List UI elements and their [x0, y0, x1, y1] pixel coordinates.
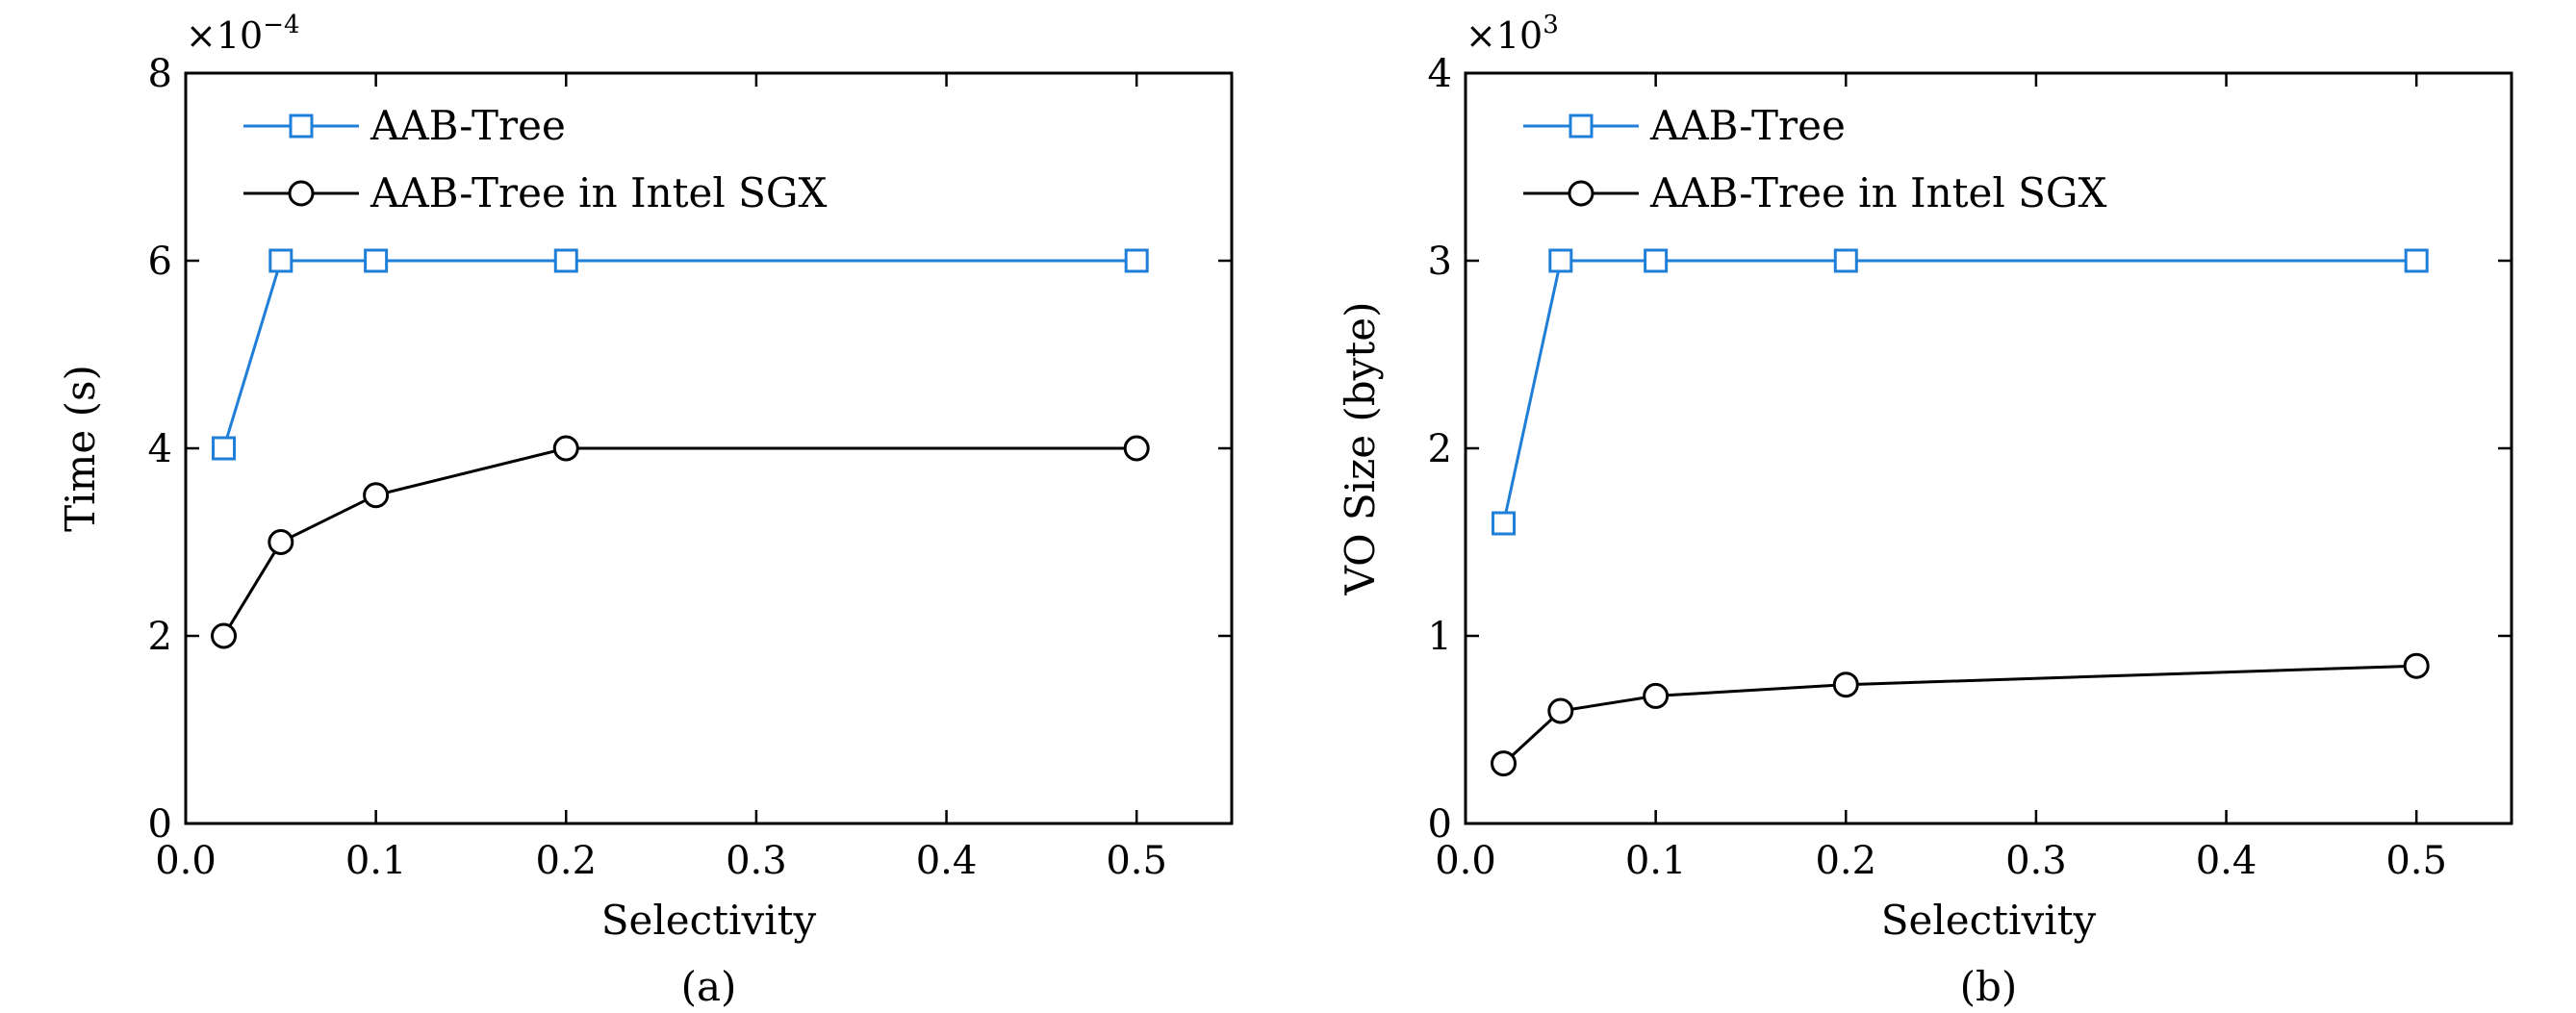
x-axis-label: Selectivity: [1881, 897, 2097, 944]
y-tick-label: 4: [148, 427, 172, 471]
x-tick-label: 0.5: [2385, 839, 2447, 883]
chart-panel-1: 0.0 0.1 0.2 0.3 0.4 0.5 0 1 2 3 4 ×103 Selectivity VO…: [1337, 11, 2513, 1010]
legend-label: AAB-Tree: [370, 102, 566, 149]
series-line-0: [222, 259, 1137, 449]
y-tick-label: 0: [148, 802, 172, 847]
y-axis-label: Time (s): [57, 365, 104, 532]
y-tick-label: 1: [1428, 615, 1452, 659]
y-multiplier: ×10−4: [186, 11, 300, 57]
data-point-square: [364, 248, 389, 273]
x-tick-label: 0.3: [726, 839, 787, 883]
legend-marker-circle: [288, 180, 315, 207]
legend-label: AAB-Tree: [1649, 102, 1846, 149]
y-multiplier: ×103: [1466, 11, 1559, 57]
legend-item-0: AAB-Tree: [243, 102, 566, 149]
data-point-circle: [1832, 671, 1859, 698]
x-tick-label: 0.1: [345, 839, 407, 883]
x-tick-label: 0.4: [2196, 839, 2257, 883]
data-point-square: [1124, 248, 1149, 273]
series-line-0: [1502, 259, 2417, 524]
data-point-square: [1833, 248, 1858, 273]
legend-marker-circle: [1568, 180, 1594, 207]
x-tick-label: 0.3: [2005, 839, 2067, 883]
series-line-1: [1502, 664, 2417, 765]
data-point-square: [212, 436, 237, 461]
data-point-circle: [1643, 682, 1670, 709]
data-point-circle: [1491, 750, 1518, 777]
y-tick-label: 2: [148, 615, 172, 659]
x-axis-label: Selectivity: [601, 897, 817, 944]
legend-marker-square: [289, 114, 314, 139]
data-point-circle: [552, 435, 579, 462]
data-point-square: [268, 248, 293, 273]
data-point-square: [553, 248, 578, 273]
data-point-circle: [2403, 652, 2430, 679]
data-point-square: [1548, 248, 1573, 273]
chart-panel-0: 0.0 0.1 0.2 0.3 0.4 0.5 0 2 4 6 8 ×10−4 Selectivity T…: [57, 11, 1234, 1010]
y-axis-label: VO Size (byte): [1337, 301, 1384, 595]
y-tick-label: 2: [1428, 427, 1452, 471]
x-tick-label: 0.2: [535, 839, 597, 883]
legend-label: AAB-Tree in Intel SGX: [370, 169, 827, 216]
data-point-circle: [1123, 435, 1150, 462]
x-tick-label: 0.2: [1815, 839, 1876, 883]
data-point-square: [1492, 511, 1517, 536]
series-line-1: [222, 446, 1137, 637]
y-tick-label: 0: [1428, 802, 1452, 847]
legend-item-0: AAB-Tree: [1523, 102, 1846, 149]
data-point-circle: [268, 529, 294, 555]
x-tick-label: 0.5: [1106, 839, 1167, 883]
panel-caption: (b): [1960, 963, 2018, 1008]
x-tick-label: 0.0: [155, 839, 217, 883]
x-tick-label: 0.1: [1625, 839, 1687, 883]
y-tick-label: 8: [148, 52, 172, 96]
legend-marker-square: [1569, 114, 1594, 139]
data-point-circle: [1547, 697, 1574, 724]
x-tick-label: 0.4: [916, 839, 978, 883]
panel-caption: (a): [681, 963, 737, 1008]
data-point-square: [1644, 248, 1669, 273]
legend-item-1: AAB-Tree in Intel SGX: [1523, 169, 2106, 216]
data-point-circle: [211, 622, 238, 649]
legend-label: AAB-Tree in Intel SGX: [1649, 169, 2106, 216]
data-point-circle: [363, 482, 390, 509]
data-point-square: [2404, 248, 2429, 273]
x-tick-label: 0.0: [1435, 839, 1496, 883]
y-tick-label: 6: [148, 240, 172, 284]
y-tick-label: 4: [1428, 52, 1452, 96]
y-tick-label: 3: [1428, 240, 1452, 284]
legend-item-1: AAB-Tree in Intel SGX: [243, 169, 827, 216]
